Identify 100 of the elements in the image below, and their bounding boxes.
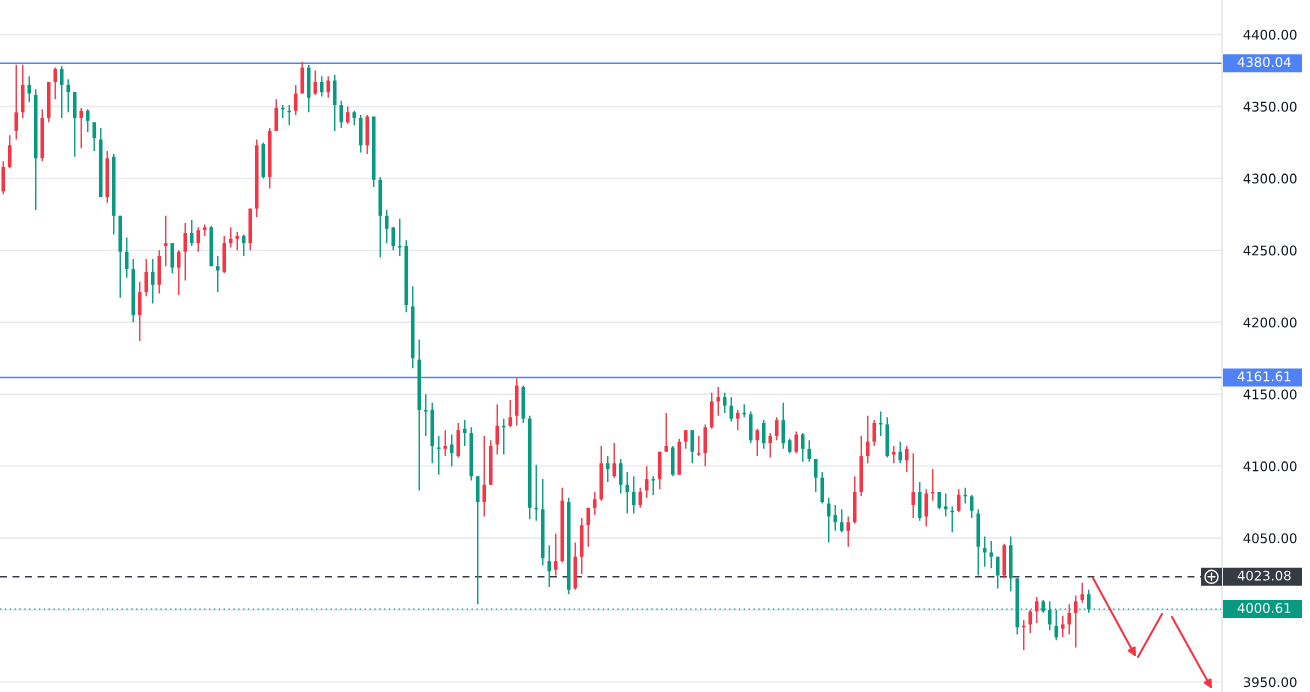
candlestick bbox=[553, 533, 558, 577]
candlestick bbox=[768, 432, 773, 459]
candlestick bbox=[872, 419, 877, 447]
candlestick bbox=[956, 488, 961, 513]
candlestick bbox=[391, 226, 396, 252]
y-tick-label: 4050.00 bbox=[1243, 533, 1297, 544]
candlestick bbox=[911, 452, 916, 519]
candlestick bbox=[761, 419, 766, 450]
y-tick-label: 4350.00 bbox=[1243, 101, 1297, 112]
candlestick bbox=[1028, 609, 1033, 634]
candlestick bbox=[807, 439, 812, 463]
candlestick bbox=[826, 497, 831, 544]
candlestick bbox=[1080, 581, 1085, 604]
candlestick bbox=[482, 435, 487, 518]
candlestick bbox=[547, 544, 552, 588]
candlestick bbox=[813, 458, 818, 493]
candlestick bbox=[969, 494, 974, 519]
candlestick bbox=[339, 100, 344, 129]
candlestick bbox=[443, 429, 448, 457]
candlestick bbox=[1060, 615, 1065, 639]
candlestick bbox=[326, 75, 331, 99]
candlestick bbox=[7, 134, 12, 170]
candlestick bbox=[313, 69, 318, 96]
candlestick bbox=[508, 399, 513, 428]
candlestick bbox=[92, 121, 97, 152]
candlestick bbox=[144, 258, 149, 298]
candlestick bbox=[274, 98, 279, 132]
candlestick bbox=[27, 75, 32, 103]
candlestick bbox=[735, 409, 740, 431]
candlestick bbox=[293, 84, 298, 116]
candlestick bbox=[729, 396, 734, 423]
candlestick bbox=[235, 230, 240, 252]
candlestick bbox=[449, 433, 454, 467]
y-tick-label: 4300.00 bbox=[1243, 173, 1297, 184]
y-tick-label: 4250.00 bbox=[1243, 245, 1297, 256]
candlestick bbox=[846, 515, 851, 548]
candlestick bbox=[794, 430, 799, 454]
candlestick bbox=[651, 475, 656, 496]
candlestick bbox=[1073, 594, 1078, 649]
candlestick bbox=[638, 487, 643, 509]
candlestick bbox=[1054, 609, 1059, 641]
candlestick bbox=[586, 507, 591, 548]
ref-line-label: 4380.04 bbox=[1237, 57, 1291, 68]
candlestick bbox=[85, 108, 90, 134]
candlestick bbox=[14, 64, 19, 141]
y-tick-label: 3950.00 bbox=[1243, 677, 1297, 688]
candlestick bbox=[755, 428, 760, 457]
candlestick bbox=[696, 435, 701, 457]
candlestick bbox=[644, 465, 649, 499]
candlestick bbox=[163, 215, 168, 267]
candlestick bbox=[781, 402, 786, 450]
candlestick bbox=[436, 435, 441, 476]
candlestick bbox=[462, 419, 467, 447]
candlestick bbox=[79, 107, 84, 149]
candlestick bbox=[495, 403, 500, 456]
candlestick bbox=[995, 556, 1000, 590]
candlestick bbox=[898, 440, 903, 464]
ref-line-label: 4161.61 bbox=[1237, 371, 1291, 382]
candlestick bbox=[839, 508, 844, 534]
y-tick-label: 4100.00 bbox=[1243, 461, 1297, 472]
candlestick bbox=[618, 458, 623, 495]
candlestick bbox=[943, 492, 948, 518]
candlestick bbox=[1067, 603, 1072, 636]
candlestick bbox=[241, 233, 246, 257]
candlestick bbox=[690, 429, 695, 464]
candlestick bbox=[800, 432, 805, 463]
candlestick bbox=[924, 488, 929, 528]
candlestick bbox=[53, 66, 58, 100]
candlestick bbox=[228, 226, 233, 249]
candlestick bbox=[150, 258, 155, 305]
candlestick bbox=[176, 249, 181, 296]
candlestick bbox=[124, 236, 129, 279]
candlestick bbox=[1034, 596, 1039, 624]
y-tick-label: 4200.00 bbox=[1243, 317, 1297, 328]
candlestick bbox=[605, 455, 610, 483]
candlestick bbox=[66, 78, 71, 113]
candlestick bbox=[59, 65, 64, 119]
candlestick bbox=[716, 386, 721, 417]
candlestick bbox=[189, 219, 194, 247]
candlestick bbox=[137, 281, 142, 342]
candlestick bbox=[774, 416, 779, 441]
candlestick bbox=[183, 222, 188, 282]
candlestick bbox=[664, 412, 669, 453]
candlestick bbox=[631, 475, 636, 515]
candlestick bbox=[215, 255, 220, 293]
candlestick bbox=[683, 429, 688, 450]
ref-line-label: 4000.61 bbox=[1237, 602, 1291, 613]
candlestick bbox=[319, 75, 324, 98]
candlestick bbox=[384, 209, 389, 244]
candlestick bbox=[904, 445, 909, 473]
candlestick bbox=[982, 535, 987, 568]
candlestick bbox=[625, 471, 630, 515]
candlestick bbox=[612, 442, 617, 479]
candlestick bbox=[833, 504, 838, 532]
candlestick bbox=[865, 415, 870, 464]
candlestick bbox=[196, 226, 201, 253]
candlestick bbox=[592, 491, 597, 516]
candlestick bbox=[722, 392, 727, 414]
y-tick-label: 4150.00 bbox=[1243, 389, 1297, 400]
ref-line-label: 4023.08 bbox=[1237, 570, 1291, 581]
